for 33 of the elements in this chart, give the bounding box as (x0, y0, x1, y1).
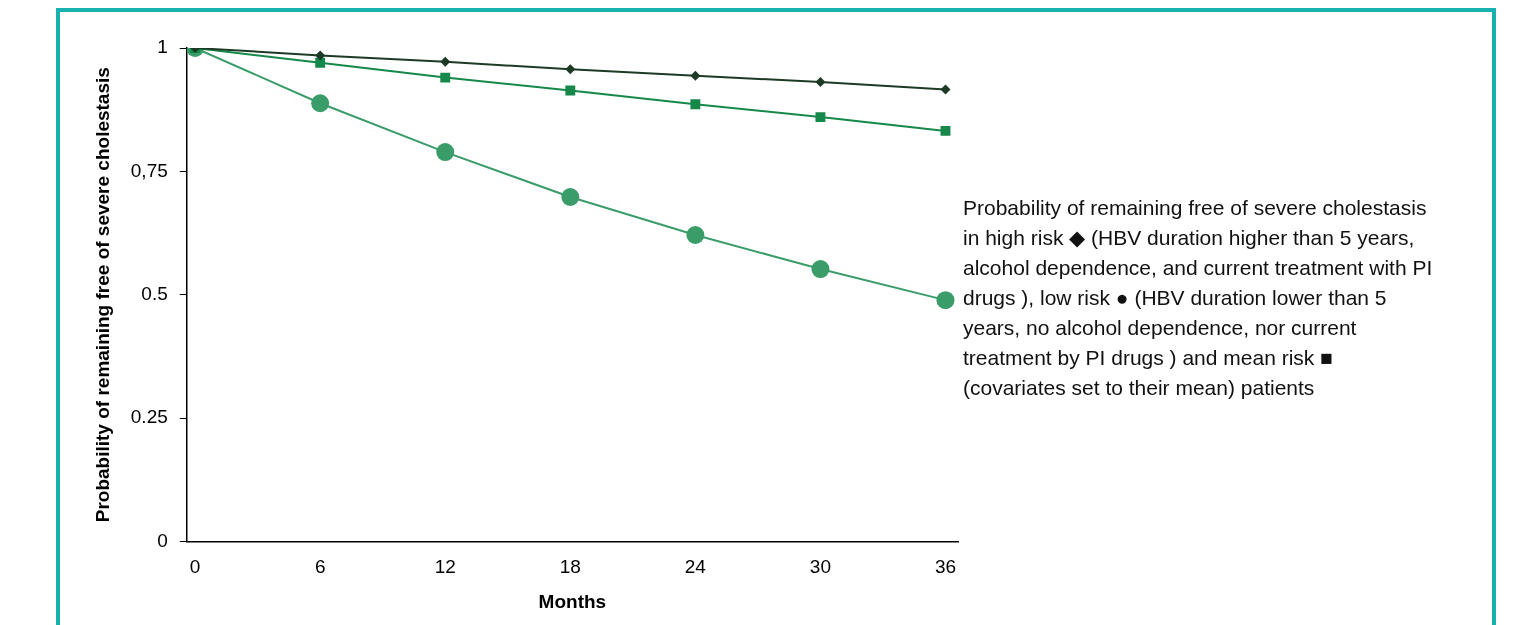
point (440, 72, 451, 83)
x-tick-label: 0 (189, 556, 201, 578)
x-axis-title: Months (538, 590, 607, 612)
point (686, 226, 705, 244)
point (440, 56, 451, 67)
point (561, 188, 580, 207)
y-tick-label: 1 (157, 36, 168, 58)
x-tick-label: 36 (934, 556, 957, 578)
x-tick-label: 6 (314, 556, 326, 578)
x-tick-label: 12 (434, 556, 456, 578)
text: Probability of remaining free of severe cholestasis in high risk ◆ (HBV duration higher than 5 years, alcohol dependence, and current treatment with PI drugs ), low risk ● (HBV duration lower than 5 years, no alcohol dependence, nor current treatment by PI drugs ) and mean risk ■ (covariates set to their mean) patients (963, 195, 1433, 401)
point (315, 50, 326, 61)
point (565, 85, 576, 96)
point (436, 143, 455, 162)
x-tick-label: 24 (684, 556, 707, 578)
point (936, 291, 955, 310)
point (315, 57, 326, 68)
point (940, 125, 951, 136)
point (690, 99, 701, 110)
y-tick-label: 0 (157, 529, 168, 551)
point (811, 260, 830, 279)
y-tick-label: 0.25 (130, 406, 168, 428)
x-tick-label: 30 (809, 556, 831, 578)
y-tick-label: 0.5 (141, 282, 168, 304)
y-axis-title: Probability of remaining free of severe cholestasis (91, 67, 113, 523)
y-tick-label: 0,75 (130, 159, 168, 181)
point (311, 94, 330, 113)
point (815, 77, 826, 88)
point (690, 70, 701, 81)
point (815, 112, 826, 123)
point (940, 84, 951, 95)
x-tick-label: 18 (559, 556, 581, 578)
point (565, 64, 576, 75)
